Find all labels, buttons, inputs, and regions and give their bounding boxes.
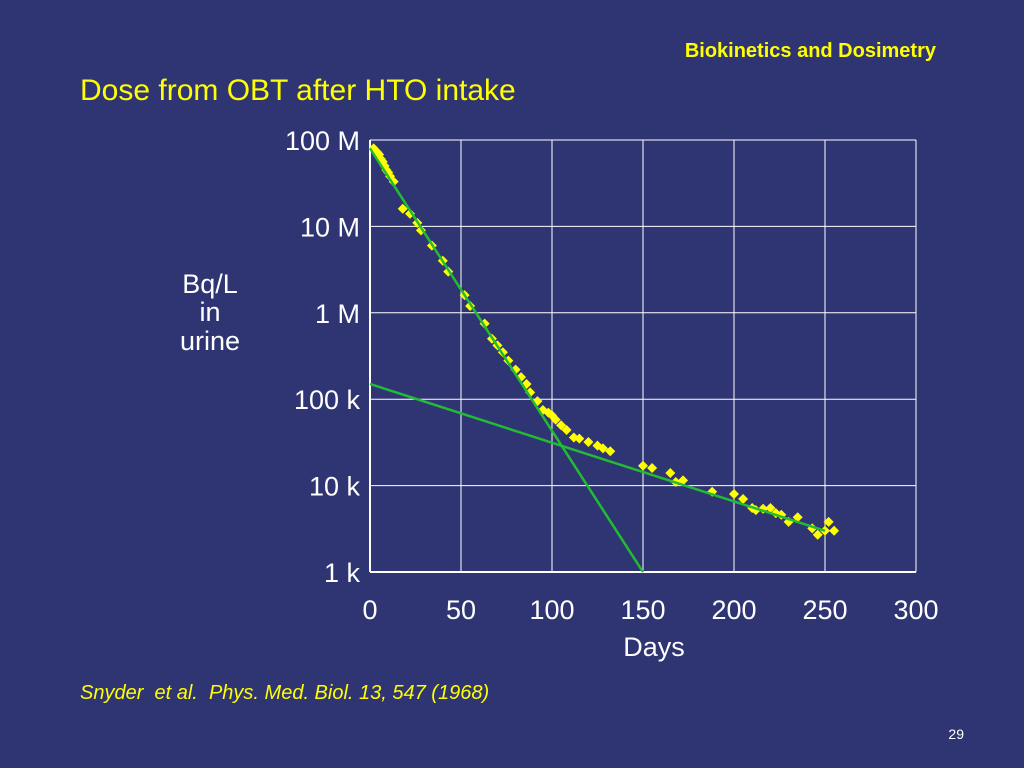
data-point <box>574 433 585 444</box>
data-point <box>583 436 594 447</box>
data-point <box>678 475 689 486</box>
y-tick-label: 1 M <box>315 299 360 329</box>
data-point <box>738 493 749 504</box>
citation: Snyder et al. Phys. Med. Biol. 13, 547 (… <box>80 682 490 704</box>
data-point <box>647 462 658 473</box>
data-point <box>829 525 840 536</box>
y-axis-label: Bq/L in urine <box>160 270 260 355</box>
data-point <box>638 460 648 471</box>
x-tick-label: 0 <box>362 595 377 625</box>
y-tick-label: 10 M <box>300 212 360 242</box>
data-point <box>665 467 676 478</box>
x-tick-label: 100 <box>529 595 574 625</box>
data-point <box>556 420 567 431</box>
y-tick-label: 100 M <box>285 126 360 156</box>
slide-title: Dose from OBT after HTO intake <box>80 74 516 107</box>
data-point <box>605 446 616 457</box>
header-title: Biokinetics and Dosimetry <box>684 40 936 62</box>
y-tick-label: 100 k <box>294 385 361 415</box>
y-axis-label-line: in <box>199 297 221 328</box>
y-tick-label: 1 k <box>324 558 361 588</box>
x-tick-label: 50 <box>446 595 476 625</box>
data-point <box>792 512 803 523</box>
data-point <box>397 203 408 214</box>
data-point <box>597 443 608 454</box>
y-axis-label-line: urine <box>179 325 241 356</box>
x-tick-label: 200 <box>711 595 756 625</box>
data-point <box>510 364 521 375</box>
x-tick-label: 150 <box>620 595 665 625</box>
fit-line <box>368 147 645 573</box>
data-point <box>729 488 739 499</box>
fit-line <box>369 382 826 532</box>
page-number: 29 <box>948 726 964 742</box>
y-tick-label: 10 k <box>309 472 361 502</box>
y-axis-label-line: Bq/L <box>182 269 238 299</box>
data-point <box>823 516 834 527</box>
x-axis-label: Days <box>623 632 685 662</box>
data-point <box>561 425 572 436</box>
data-point <box>812 529 823 540</box>
x-tick-label: 300 <box>893 595 938 625</box>
data-point <box>550 414 561 425</box>
data-point <box>765 503 776 514</box>
x-tick-label: 250 <box>802 595 847 625</box>
